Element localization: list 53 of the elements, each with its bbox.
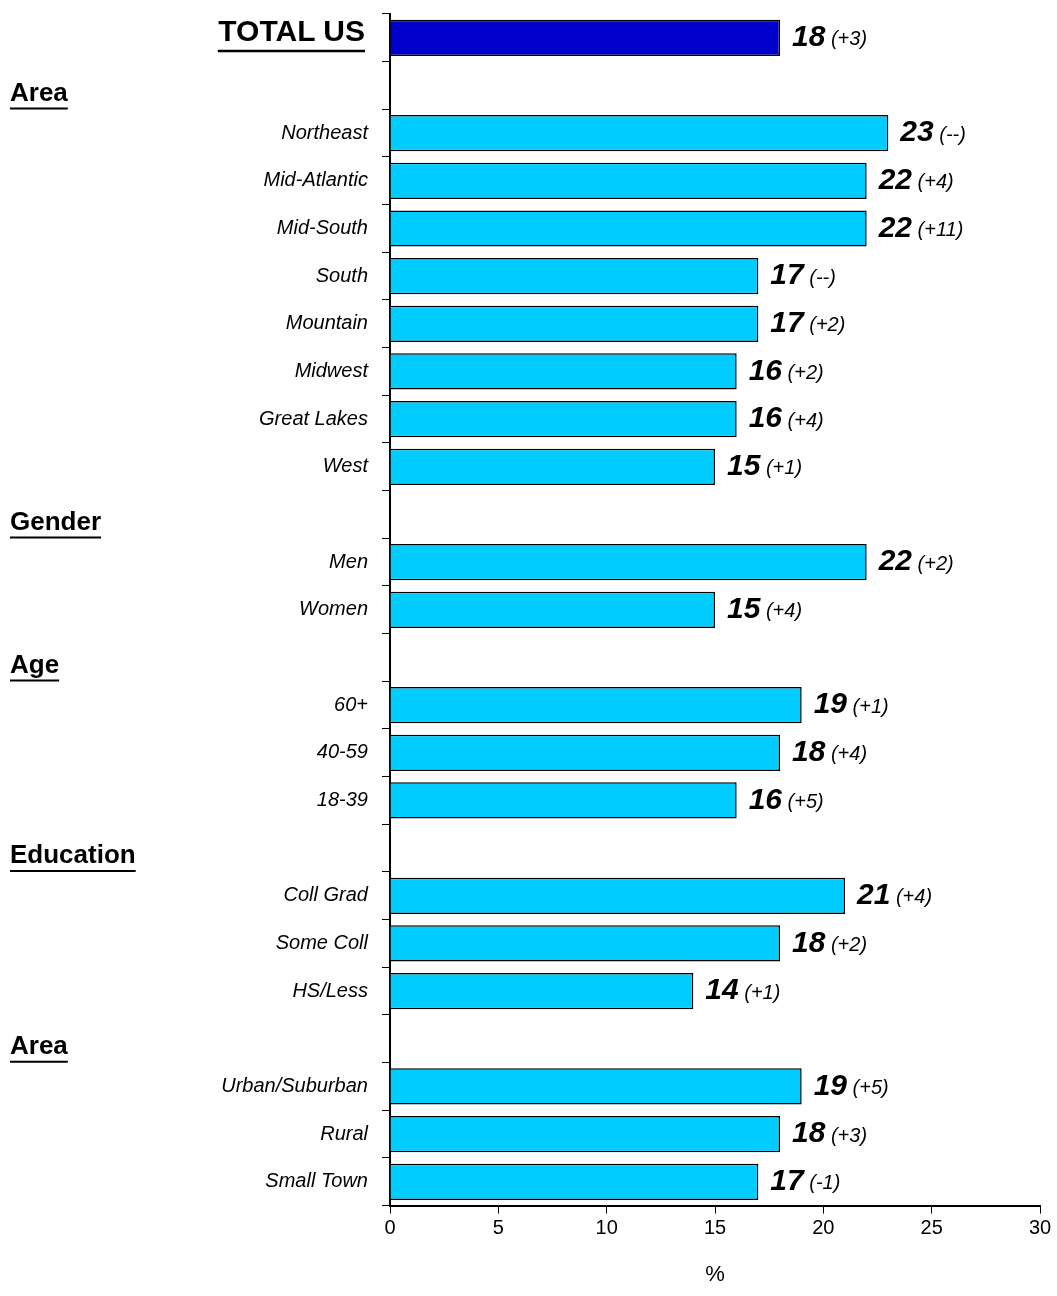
y-tick-label: Mid-South — [276, 216, 368, 239]
data-label: 19 (+5) — [813, 1067, 889, 1101]
data-label: 22 (+4) — [877, 162, 954, 196]
y-tick-label: Coll Grad — [283, 883, 369, 906]
x-tick-label: 0 — [384, 1216, 396, 1239]
y-tick-label: Midwest — [294, 359, 370, 382]
x-tick-label: 30 — [1028, 1216, 1052, 1239]
data-label: 18 (+4) — [792, 734, 868, 768]
y-tick-label: Mountain — [285, 311, 368, 334]
data-label: 18 (+2) — [792, 924, 868, 958]
x-axis-title: % — [705, 1260, 725, 1286]
y-tick-label: Rural — [320, 1121, 369, 1144]
data-label: 17 (--) — [770, 257, 836, 291]
y-tick-label: West — [322, 454, 370, 477]
x-tick-label: 25 — [920, 1216, 943, 1239]
data-label: 22 (+11) — [877, 209, 964, 243]
text: Area — [10, 76, 69, 107]
y-tick-label: 18-39 — [316, 788, 368, 811]
data-label: 15 (+4) — [727, 591, 803, 625]
x-tick-label: 20 — [812, 1216, 835, 1239]
x-tick-label: 5 — [492, 1216, 504, 1239]
data-label: 21 (+4) — [856, 877, 933, 911]
y-tick-label: 40-59 — [316, 740, 368, 763]
y-tick-label: 60+ — [334, 692, 368, 715]
x-tick-label: 15 — [703, 1216, 727, 1239]
data-label: 16 (+2) — [748, 352, 824, 386]
y-tick-label: Small Town — [265, 1169, 368, 1192]
data-label: 17 (+2) — [770, 305, 846, 339]
data-label: 16 (+4) — [748, 400, 824, 434]
text: TOTAL US — [218, 14, 365, 48]
y-tick-label: Women — [299, 597, 368, 620]
y-tick-label: Men — [329, 549, 368, 572]
data-label: 17 (-1) — [770, 1163, 841, 1197]
data-label: 23 (--) — [899, 114, 966, 148]
text: Education — [10, 839, 136, 870]
text: Gender — [10, 505, 102, 536]
x-tick-label: 10 — [595, 1216, 618, 1239]
data-label: 16 (+5) — [748, 781, 824, 815]
data-label: 22 (+2) — [877, 543, 954, 577]
data-label: 19 (+1) — [813, 686, 889, 720]
y-tick-label: South — [315, 263, 368, 286]
text: Age — [10, 648, 60, 679]
y-tick-label: Urban/Suburban — [221, 1074, 368, 1096]
y-tick-label: Northeast — [281, 120, 370, 143]
data-label: 15 (+1) — [727, 448, 803, 482]
y-tick-label: Great Lakes — [259, 406, 368, 429]
text: Area — [10, 1029, 69, 1060]
y-tick-label: Mid-Atlantic — [263, 168, 368, 191]
y-tick-label: HS/Less — [292, 978, 368, 1001]
data-label: 18 (+3) — [792, 19, 868, 53]
data-label: 18 (+3) — [792, 1115, 868, 1149]
y-tick-label: Some Coll — [275, 931, 369, 954]
data-label: 14 (+1) — [705, 972, 781, 1006]
